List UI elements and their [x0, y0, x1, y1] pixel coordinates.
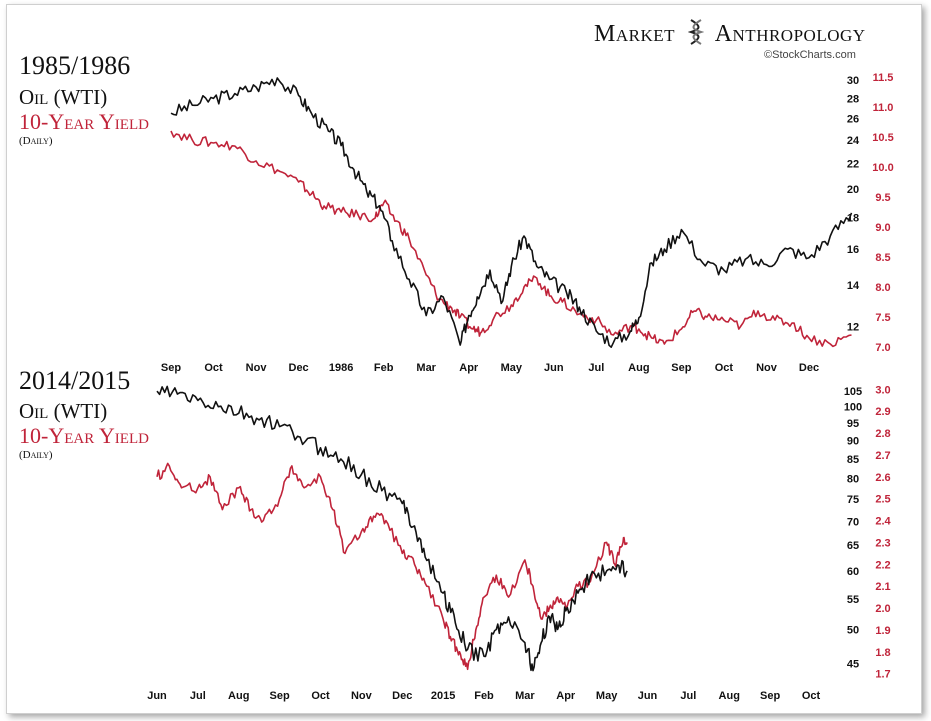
bottom-yield-axis-tick: 2.7: [875, 450, 890, 462]
chart-frame: Sep Oct Nov Dec 1986 Feb Mar Apr May Jun Jul Aug Sep…: [6, 4, 922, 714]
bottom-x-tick-label: May: [596, 690, 618, 702]
top-yield-axis-tick: 8.0: [875, 282, 890, 294]
top-yield-axis-tick: 7.0: [875, 342, 890, 354]
top-yield-axis-tick: 10.0: [872, 162, 893, 174]
top-x-tick-label: Nov: [756, 362, 778, 374]
top-yield-axis-tick: 9.0: [875, 222, 890, 234]
bottom-x-tick-label: 2015: [431, 690, 455, 702]
top-oil-axis-tick: 24: [847, 135, 860, 147]
brand-title-right: Anthropology: [714, 21, 866, 47]
bottom-daily-note: (Daily): [19, 449, 53, 461]
bottom-chart-title: 2014/2015: [19, 366, 131, 395]
bottom-yield-axis-tick: 2.8: [875, 428, 890, 440]
bottom-oil-label: Oil (WTI): [19, 399, 108, 423]
bottom-yield-axis-tick: 2.5: [875, 494, 890, 506]
bottom-x-tick-label: Feb: [474, 690, 494, 702]
top-chart-title: 1985/1986: [19, 51, 131, 80]
top-oil-axis-tick: 20: [847, 184, 859, 196]
top-oil-label: Oil (WTI): [19, 85, 108, 109]
bottom-x-tick-label: Jul: [680, 690, 696, 702]
bottom-yield-axis-tick: 2.9: [875, 406, 890, 418]
top-x-tick-label: Apr: [459, 362, 479, 374]
top-oil-axis-tick: 16: [847, 244, 859, 256]
bottom-oil-line: [156, 385, 628, 672]
bottom-yield-axis-tick: 1.9: [875, 625, 890, 637]
top-x-tick-label: Aug: [628, 362, 649, 374]
top-x-tick-label: Feb: [374, 362, 394, 374]
bottom-oil-axis-tick: 45: [847, 658, 859, 670]
bottom-oil-axis-tick: 80: [847, 473, 859, 485]
bottom-oil-axis-tick: 60: [847, 566, 859, 578]
bottom-x-tick-label: Aug: [228, 690, 249, 702]
brand-title: Market Anthropology: [594, 19, 866, 48]
bottom-x-tick-label: Oct: [311, 690, 330, 702]
bottom-x-tick-label: Sep: [270, 690, 290, 702]
top-yield-axis-tick: 11.0: [873, 102, 894, 114]
bottom-yield-axis-tick: 2.3: [875, 537, 890, 549]
bottom-yield-axis-tick: 2.0: [875, 603, 890, 615]
bottom-oil-axis-tick: 50: [847, 625, 859, 637]
top-yield-label: 10-Year Yield: [19, 109, 149, 134]
top-x-tick-label: Sep: [161, 362, 181, 374]
bottom-x-tick-label: Jul: [190, 690, 206, 702]
top-x-tick-label: Oct: [204, 362, 223, 374]
top-daily-note: (Daily): [19, 135, 53, 147]
top-yield-axis-tick: 8.5: [875, 252, 890, 264]
top-oil-axis-tick: 28: [847, 93, 859, 105]
top-x-tick-label: Sep: [671, 362, 691, 374]
bottom-oil-axis-tick: 55: [847, 594, 859, 606]
top-x-tick-label: Jul: [588, 362, 604, 374]
top-yield-axis-tick: 7.5: [875, 312, 890, 324]
bottom-x-tick-label: Mar: [515, 690, 535, 702]
top-x-tick-label: Oct: [715, 362, 734, 374]
bottom-oil-axis-tick: 90: [847, 436, 859, 448]
bottom-oil-axis-tick: 105: [844, 386, 862, 398]
bottom-yield-axis-tick: 1.7: [875, 669, 890, 681]
top-x-tick-label: 1986: [329, 362, 353, 374]
top-x-tick-label: May: [501, 362, 523, 374]
bottom-oil-axis-tick: 65: [847, 540, 859, 552]
top-x-tick-label: Mar: [416, 362, 436, 374]
bottom-yield-label: 10-Year Yield: [19, 423, 149, 448]
bottom-oil-axis-tick: 100: [844, 402, 862, 414]
bottom-oil-axis-tick: 70: [847, 516, 859, 528]
top-oil-line: [170, 77, 853, 348]
bottom-x-tick-label: Nov: [351, 690, 373, 702]
top-x-tick-label: Dec: [799, 362, 819, 374]
bottom-x-tick-label: Sep: [760, 690, 780, 702]
bottom-yield-axis-tick: 2.4: [875, 516, 891, 528]
bottom-yield-axis-tick: 3.0: [875, 384, 890, 396]
top-oil-axis-tick: 30: [847, 75, 859, 87]
top-x-tick-label: Jun: [544, 362, 564, 374]
bottom-yield-line: [156, 462, 628, 671]
bottom-x-tick-label: Oct: [802, 690, 821, 702]
top-yield-axis-tick: 11.5: [873, 72, 894, 84]
top-yield-line: [170, 130, 852, 348]
brand-title-left: Market: [594, 21, 676, 47]
top-x-tick-label: Dec: [289, 362, 309, 374]
top-oil-axis-tick: 12: [847, 322, 859, 334]
bottom-yield-axis-tick: 1.8: [875, 647, 890, 659]
bottom-oil-axis-tick: 75: [847, 494, 859, 506]
top-yield-axis-tick: 10.5: [872, 132, 893, 144]
bottom-x-tick-label: Aug: [719, 690, 740, 702]
bottom-yield-axis-tick: 2.2: [875, 559, 890, 571]
dna-icon: [687, 19, 704, 45]
credit-text: ©StockCharts.com: [764, 49, 856, 61]
bottom-x-tick-label: Dec: [392, 690, 412, 702]
bottom-x-tick-label: Jun: [147, 690, 167, 702]
top-oil-axis-tick: 14: [847, 280, 860, 292]
bottom-yield-axis-tick: 2.1: [875, 581, 890, 593]
bottom-x-tick-label: Apr: [556, 690, 576, 702]
top-yield-axis-tick: 9.5: [875, 192, 890, 204]
top-x-tick-label: Nov: [246, 362, 268, 374]
chart-canvas: Sep Oct Nov Dec 1986 Feb Mar Apr May Jun Jul Aug Sep…: [147, 72, 894, 702]
bottom-x-tick-label: Jun: [638, 690, 658, 702]
bottom-oil-axis-tick: 85: [847, 454, 859, 466]
bottom-oil-axis-tick: 95: [847, 418, 859, 430]
top-oil-axis-tick: 26: [847, 113, 859, 125]
top-oil-axis-tick: 22: [847, 158, 859, 170]
bottom-yield-axis-tick: 2.6: [875, 472, 890, 484]
